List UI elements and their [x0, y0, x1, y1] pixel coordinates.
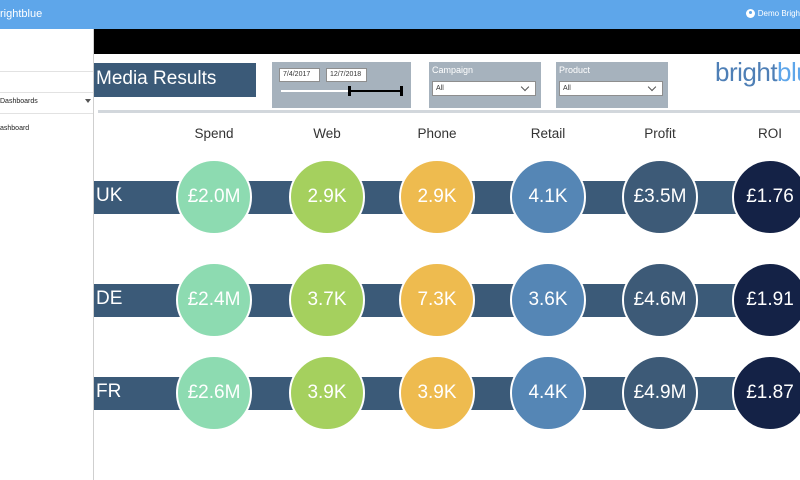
report-header-bar [94, 29, 800, 54]
kpi-bubble-de-roi[interactable]: £1.91 [732, 262, 800, 338]
kpi-bubble-uk-roi[interactable]: £1.76 [732, 159, 800, 235]
kpi-bubble-uk-phone[interactable]: 2.9K [399, 159, 475, 235]
kpi-bubble-fr-retail[interactable]: 4.4K [510, 355, 586, 431]
kpi-bubble-uk-web[interactable]: 2.9K [289, 159, 365, 235]
column-header-retail: Retail [530, 126, 566, 141]
date-from-input[interactable]: 7/4/2017 [279, 68, 320, 82]
date-slider-start-handle[interactable] [348, 86, 351, 96]
user-menu[interactable]: Demo Brigh [745, 9, 800, 18]
user-icon [745, 9, 755, 18]
column-header-profit: Profit [644, 126, 676, 141]
product-dropdown[interactable]: All [559, 81, 663, 96]
kpi-bubble-fr-profit[interactable]: £4.9M [622, 355, 698, 431]
app-brand[interactable]: rightblue [0, 8, 43, 20]
kpi-bubble-fr-web[interactable]: 3.9K [289, 355, 365, 431]
logo-text-blue: blu [777, 57, 800, 87]
date-slider-track[interactable] [281, 90, 402, 92]
page-title: Media Results [94, 63, 256, 97]
campaign-dropdown-value: All [436, 85, 444, 92]
top-bar: rightblue Demo Brigh [0, 0, 800, 29]
sidebar-divider [0, 113, 93, 114]
sidebar-select-value: Dashboards [0, 98, 38, 105]
sidebar-divider [0, 71, 93, 72]
sidebar-divider [0, 92, 93, 93]
date-slider-end-handle[interactable] [400, 86, 403, 96]
row-label-fr: FR [96, 381, 122, 402]
sidebar: Dashboards ashboard [0, 29, 94, 480]
kpi-bubble-de-profit[interactable]: £4.6M [622, 262, 698, 338]
row-label-uk: UK [96, 185, 123, 206]
header-divider [98, 110, 800, 113]
user-name: Demo Brigh [757, 9, 800, 18]
date-to-input[interactable]: 12/7/2018 [326, 68, 367, 82]
kpi-bubble-de-spend[interactable]: £2.4M [176, 262, 252, 338]
date-slider-range [349, 90, 402, 92]
column-header-phone: Phone [417, 126, 457, 141]
row-label-de: DE [96, 288, 123, 309]
date-range-slicer: 7/4/2017 12/7/2018 [272, 62, 411, 108]
kpi-bubble-fr-phone[interactable]: 3.9K [399, 355, 475, 431]
chevron-down-icon [647, 82, 657, 92]
kpi-bubble-fr-spend[interactable]: £2.6M [176, 355, 252, 431]
kpi-bubble-de-retail[interactable]: 3.6K [510, 262, 586, 338]
sidebar-item-dashboard[interactable]: ashboard [0, 125, 30, 132]
brightblue-logo: brightblu [715, 57, 800, 88]
product-filter-label: Product [559, 65, 591, 75]
column-header-web: Web [313, 126, 341, 141]
kpi-bubble-fr-roi[interactable]: £1.87 [732, 355, 800, 431]
column-header-roi: ROI [757, 126, 782, 141]
kpi-bubble-uk-spend[interactable]: £2.0M [176, 159, 252, 235]
chevron-down-icon [520, 82, 530, 92]
column-header-spend: Spend [194, 126, 234, 141]
caret-down-icon [85, 99, 91, 103]
campaign-filter: Campaign All [429, 62, 541, 108]
kpi-bubble-de-phone[interactable]: 7.3K [399, 262, 475, 338]
kpi-bubble-uk-profit[interactable]: £3.5M [622, 159, 698, 235]
product-filter: Product All [556, 62, 668, 108]
product-dropdown-value: All [563, 85, 571, 92]
logo-text-bright: bright [715, 57, 778, 87]
kpi-bubble-de-web[interactable]: 3.7K [289, 262, 365, 338]
campaign-dropdown[interactable]: All [432, 81, 536, 96]
kpi-bubble-uk-retail[interactable]: 4.1K [510, 159, 586, 235]
report-canvas: Media Results 7/4/2017 12/7/2018 Campaig… [94, 29, 800, 480]
sidebar-dashboard-select[interactable]: Dashboards [0, 98, 93, 105]
campaign-filter-label: Campaign [432, 65, 474, 75]
